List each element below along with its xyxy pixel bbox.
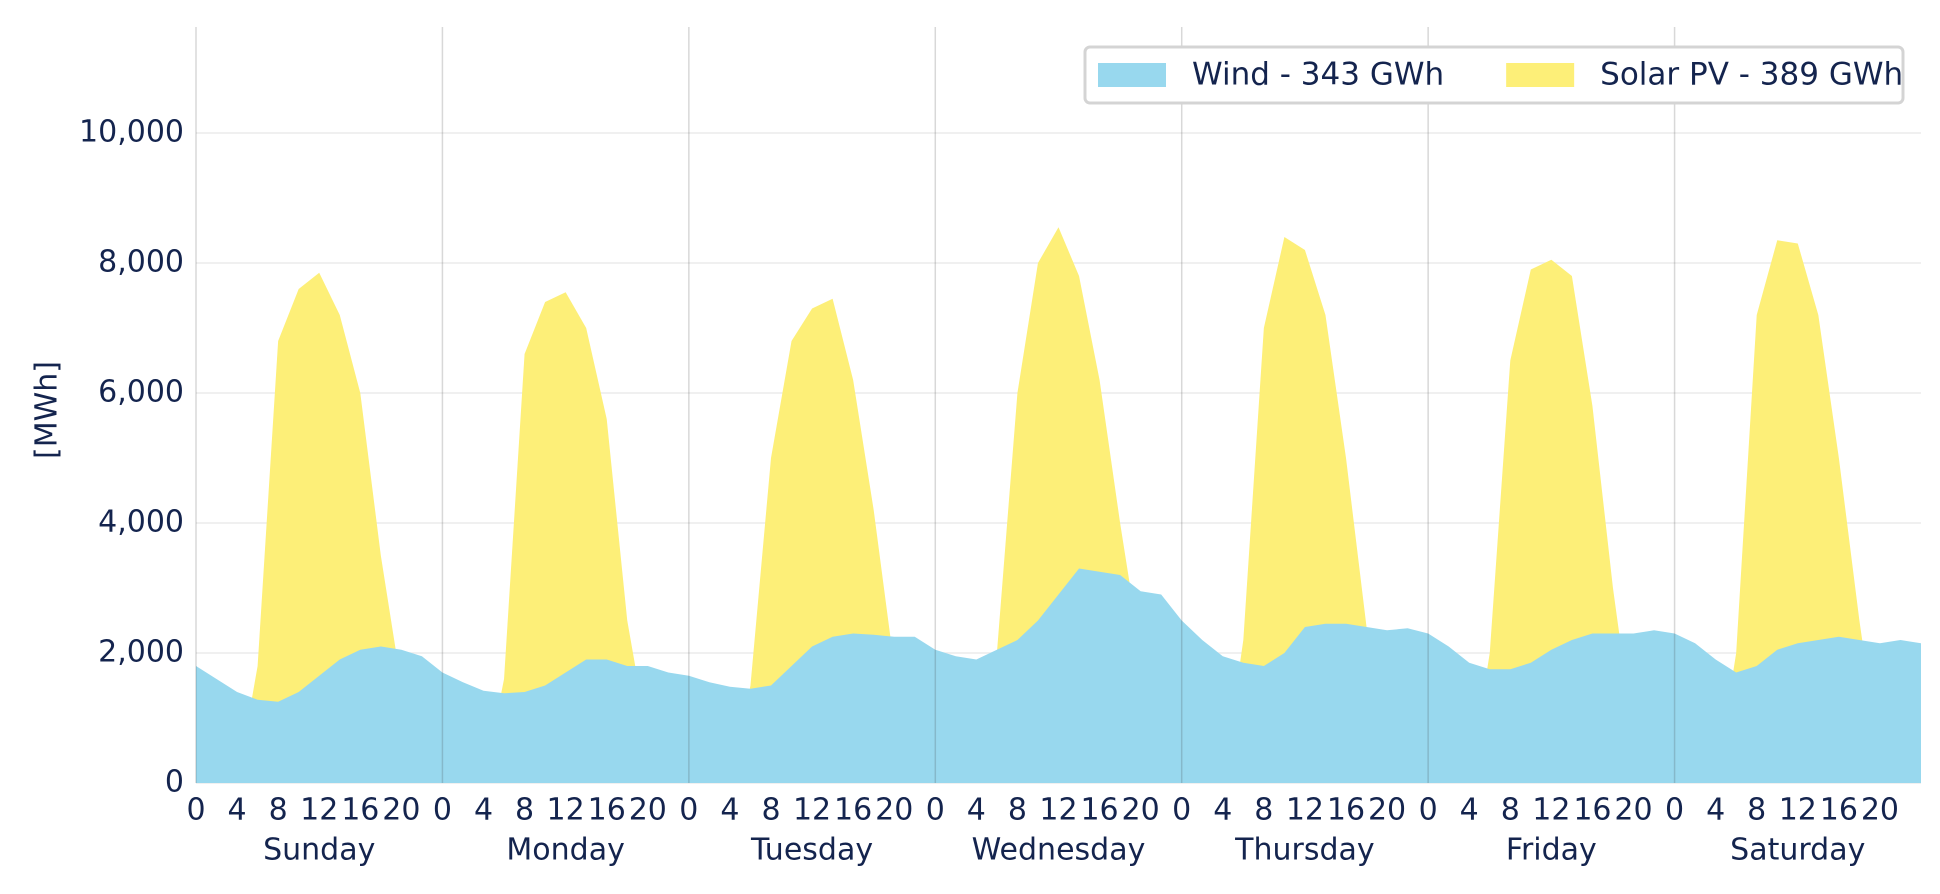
x-tick-label: 20 (629, 793, 667, 828)
y-tick-label: 0 (165, 765, 184, 800)
x-tick-label: 4 (228, 793, 247, 828)
x-tick-label: 0 (926, 793, 945, 828)
x-tick-label: 16 (1573, 793, 1611, 828)
x-tick-label: 4 (967, 793, 986, 828)
day-label: Tuesday (750, 833, 873, 868)
day-label: Sunday (263, 833, 375, 868)
area (196, 568, 1921, 783)
x-tick-label: 12 (793, 793, 831, 828)
legend-label: Wind - 343 GWh (1192, 57, 1444, 93)
y-axis-label: [MWh] (30, 361, 65, 459)
x-tick-label: 8 (515, 793, 534, 828)
y-tick-label: 10,000 (79, 115, 184, 150)
x-tick-label: 4 (1706, 793, 1725, 828)
day-label: Wednesday (972, 833, 1146, 868)
x-tick-label: 8 (1747, 793, 1766, 828)
y-tick-label: 8,000 (98, 245, 184, 280)
x-tick-label: 0 (1172, 793, 1191, 828)
x-tick-label: 4 (474, 793, 493, 828)
x-tick-label: 8 (761, 793, 780, 828)
x-tick-label: 16 (834, 793, 872, 828)
day-label: Thursday (1234, 833, 1375, 868)
area (196, 227, 1921, 783)
day-label: Monday (506, 833, 624, 868)
x-tick-label: 16 (1080, 793, 1118, 828)
y-tick-label: 4,000 (98, 505, 184, 540)
x-tick-label: 12 (1532, 793, 1570, 828)
x-tick-label: 0 (433, 793, 452, 828)
legend-box (1083, 45, 1905, 105)
legend-swatch (1098, 63, 1166, 87)
x-tick-label: 16 (1327, 793, 1365, 828)
x-tick-label: 20 (1122, 793, 1160, 828)
x-tick-label: 20 (1861, 793, 1899, 828)
x-tick-label: 12 (1779, 793, 1817, 828)
day-label: Saturday (1730, 833, 1865, 868)
x-tick-label: 20 (382, 793, 420, 828)
x-tick-label: 4 (720, 793, 739, 828)
x-tick-label: 8 (1501, 793, 1520, 828)
x-tick-label: 16 (1820, 793, 1858, 828)
x-tick-label: 20 (875, 793, 913, 828)
x-tick-label: 12 (1039, 793, 1077, 828)
x-tick-label: 16 (341, 793, 379, 828)
x-tick-label: 20 (1614, 793, 1652, 828)
x-tick-label: 0 (1665, 793, 1684, 828)
y-tick-label: 2,000 (98, 635, 184, 670)
x-tick-label: 12 (1286, 793, 1324, 828)
x-tick-label: 16 (588, 793, 626, 828)
x-tick-label: 8 (269, 793, 288, 828)
x-tick-label: 8 (1008, 793, 1027, 828)
x-tick-label: 0 (679, 793, 698, 828)
day-label: Friday (1506, 833, 1597, 868)
x-tick-label: 12 (300, 793, 338, 828)
legend-label: Solar PV - 389 GWh (1600, 57, 1903, 93)
x-tick-label: 8 (1254, 793, 1273, 828)
legend: Wind - 343 GWh Solar PV - 389 GWh (1083, 45, 1905, 105)
x-tick-label: 0 (186, 793, 205, 828)
x-tick-label: 12 (547, 793, 585, 828)
x-tick-label: 0 (1419, 793, 1438, 828)
y-tick-label: 6,000 (98, 375, 184, 410)
legend-swatch (1506, 63, 1575, 87)
x-tick-label: 4 (1460, 793, 1479, 828)
x-tick-label: 20 (1368, 793, 1406, 828)
x-tick-label: 4 (1213, 793, 1232, 828)
